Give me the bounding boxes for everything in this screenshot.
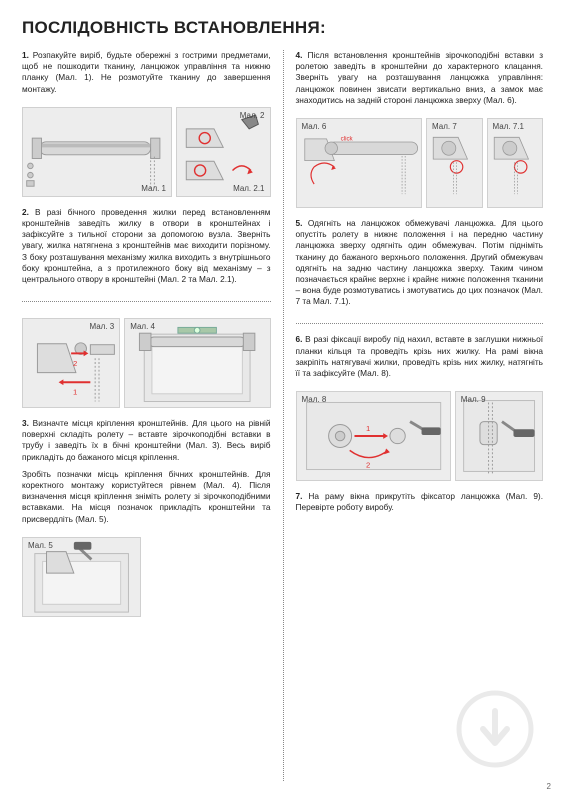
figure-3-label: Мал. 3 bbox=[89, 322, 114, 331]
figure-8: Мал. 8 1 2 bbox=[296, 391, 451, 481]
figure-7-illustration bbox=[427, 119, 481, 207]
step-2-text: 2. В разі бічного проведення жилки перед… bbox=[22, 207, 271, 285]
step-6-text: 6. В разі фіксації виробу під нахил, вст… bbox=[296, 334, 544, 379]
step-4-body: Після встановлення кронштейнів зірочкопо… bbox=[296, 50, 544, 105]
click-label: click bbox=[340, 135, 353, 142]
figure-4: Мал. 4 bbox=[124, 318, 270, 408]
right-column: 4. Після встановлення кронштейнів зірочк… bbox=[283, 50, 544, 781]
figure-2-illustration bbox=[177, 108, 270, 196]
step-3a-body: Визначте місця кріплення кронштейнів. Дл… bbox=[22, 418, 271, 462]
step-5-text: 5. Одягніть на ланцюжок обмежувачі ланцю… bbox=[296, 218, 544, 308]
figure-6: Мал. 6 click bbox=[296, 118, 423, 208]
figure-71-label: Мал. 7.1 bbox=[493, 122, 524, 131]
divider-right bbox=[296, 323, 544, 324]
figure-71: Мал. 7.1 bbox=[487, 118, 543, 208]
figure-8-illustration: 1 2 bbox=[297, 392, 450, 480]
step-5-body: Одягніть на ланцюжок обмежувачі ланцюжка… bbox=[296, 218, 544, 306]
figure-71-illustration bbox=[488, 119, 542, 207]
fig-row-6-7: Мал. 6 click Мал. 7 bbox=[296, 118, 544, 208]
figure-8-label: Мал. 8 bbox=[302, 395, 327, 404]
figure-2-label: Мал. 2 bbox=[240, 111, 265, 120]
figure-2: Мал. 2 Мал. 2.1 bbox=[176, 107, 271, 197]
step-3b-text: Зробіть позначки місць кріплення бічних … bbox=[22, 469, 271, 525]
step-1-text: 1. Розпакуйте виріб, будьте обережні з г… bbox=[22, 50, 271, 95]
figure-5: Мал. 5 bbox=[22, 537, 141, 617]
instruction-page: ПОСЛІДОВНІСТЬ ВСТАНОВЛЕННЯ: 1. Розпакуйт… bbox=[0, 0, 565, 799]
figure-21-label: Мал. 2.1 bbox=[233, 184, 264, 193]
figure-1-illustration bbox=[23, 108, 171, 196]
step-6-body: В разі фіксації виробу під нахил, вставт… bbox=[296, 334, 544, 378]
divider-left bbox=[22, 301, 271, 302]
figure-9: Мал. 9 bbox=[455, 391, 543, 481]
svg-text:1: 1 bbox=[73, 388, 77, 397]
figure-3-illustration: 2 1 bbox=[23, 319, 119, 407]
svg-text:2: 2 bbox=[73, 359, 77, 368]
fig-row-3-4: Мал. 3 2 1 Мал. 4 bbox=[22, 318, 271, 408]
page-number: 2 bbox=[547, 782, 551, 791]
step-3a-text: 3. Визначте місця кріплення кронштейнів.… bbox=[22, 418, 271, 463]
figure-7-label: Мал. 7 bbox=[432, 122, 457, 131]
fig-row-1-2: Мал. 1 Мал. 2 Мал. 2.1 bbox=[22, 107, 271, 197]
step-2-body: В разі бічного проведення жилки перед вс… bbox=[22, 207, 271, 284]
figure-3: Мал. 3 2 1 bbox=[22, 318, 120, 408]
figure-1-label: Мал. 1 bbox=[141, 184, 166, 193]
figure-6-illustration: click bbox=[297, 119, 422, 207]
fig-row-5: Мал. 5 bbox=[22, 537, 271, 617]
figure-5-label: Мал. 5 bbox=[28, 541, 53, 550]
step-7-body: На раму вікна прикрутіть фіксатор ланцюж… bbox=[296, 491, 544, 512]
figure-4-label: Мал. 4 bbox=[130, 322, 155, 331]
step-1-body: Розпакуйте виріб, будьте обережні з гост… bbox=[22, 50, 271, 94]
svg-text:1: 1 bbox=[365, 424, 369, 433]
figure-4-illustration bbox=[125, 319, 269, 407]
figure-9-illustration bbox=[456, 392, 542, 480]
figure-6-label: Мал. 6 bbox=[302, 122, 327, 131]
step-7-text: 7. На раму вікна прикрутіть фіксатор лан… bbox=[296, 491, 544, 513]
two-column-layout: 1. Розпакуйте виріб, будьте обережні з г… bbox=[22, 50, 543, 781]
figure-9-label: Мал. 9 bbox=[461, 395, 486, 404]
step-4-text: 4. Після встановлення кронштейнів зірочк… bbox=[296, 50, 544, 106]
figure-1: Мал. 1 bbox=[22, 107, 172, 197]
fig-row-8-9: Мал. 8 1 2 bbox=[296, 391, 544, 481]
svg-text:2: 2 bbox=[365, 461, 369, 470]
left-column: 1. Розпакуйте виріб, будьте обережні з г… bbox=[22, 50, 283, 781]
page-title: ПОСЛІДОВНІСТЬ ВСТАНОВЛЕННЯ: bbox=[22, 18, 543, 38]
figure-7: Мал. 7 bbox=[426, 118, 482, 208]
